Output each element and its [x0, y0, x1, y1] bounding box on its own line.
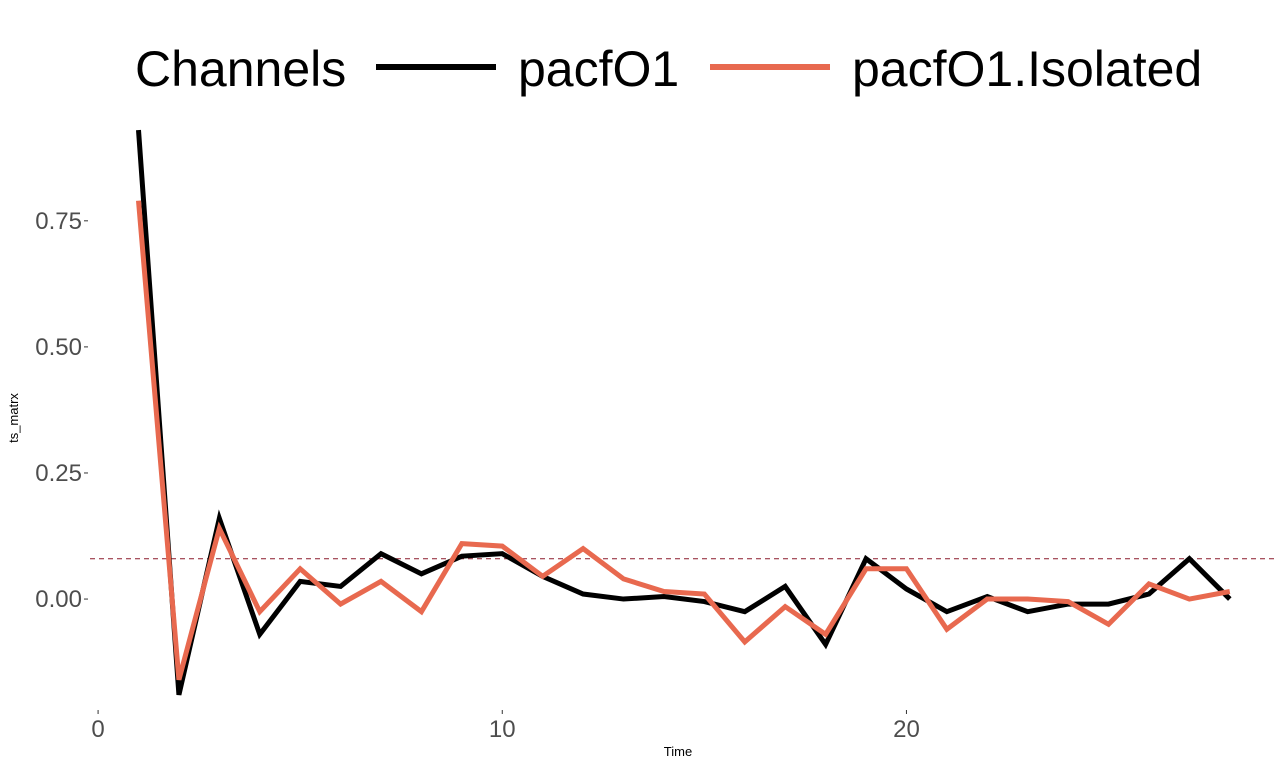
x-axis-title: Time	[664, 744, 692, 759]
y-tick-label: 0.50	[35, 334, 82, 361]
x-axis: 0 10 20	[91, 710, 920, 743]
legend-label-pacfO1-isolated: pacfO1.Isolated	[852, 41, 1202, 97]
legend: Channels pacfO1 pacfO1.Isolated	[135, 41, 1202, 97]
legend-label-pacfO1: pacfO1	[518, 41, 679, 97]
y-tick-label: 0.25	[35, 460, 82, 487]
y-tick-label: 0.75	[35, 208, 82, 235]
y-tick-label: 0.00	[35, 586, 82, 613]
series-line-pacfo1-isolated	[136, 200, 1231, 681]
x-tick-label: 0	[91, 716, 104, 743]
x-tick-label: 20	[893, 716, 920, 743]
series-layer	[136, 129, 1232, 696]
x-tick-label: 10	[489, 716, 516, 743]
y-axis-title: ts_matrx	[6, 393, 21, 443]
legend-title: Channels	[135, 41, 346, 97]
series-line-pacfo1	[136, 129, 1232, 696]
y-axis: 0.00 0.25 0.50 0.75	[35, 208, 88, 613]
